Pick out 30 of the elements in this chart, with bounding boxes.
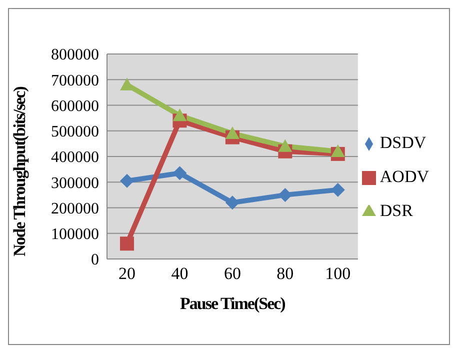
- y-tick-label: 800000: [51, 46, 99, 64]
- point: [330, 144, 345, 157]
- y-tick-label: 300000: [51, 174, 99, 192]
- y-tick-label: 500000: [51, 124, 99, 141]
- y-axis-title: Node Throughput(bits/sec): [10, 86, 30, 256]
- point: [172, 166, 187, 180]
- x-tick-label: 20: [118, 264, 136, 284]
- y-tick-label: 600000: [51, 98, 99, 115]
- legend-label: DSDV: [380, 132, 426, 152]
- point: [278, 139, 292, 152]
- point: [225, 126, 240, 140]
- legend-label: DSR: [380, 200, 413, 220]
- point: [120, 174, 134, 188]
- point: [225, 196, 240, 210]
- y-tick-label: 700000: [51, 72, 99, 90]
- x-tick-label: 60: [224, 264, 241, 284]
- x-tick-label: 80: [276, 264, 294, 284]
- legend-label: AODV: [380, 166, 429, 186]
- point: [278, 188, 292, 202]
- y-tick-label: 100000: [51, 226, 99, 244]
- x-tick-label: 100: [325, 264, 351, 284]
- point: [330, 182, 345, 197]
- point: [120, 78, 134, 90]
- y-tick-label: 400000: [51, 149, 99, 166]
- point: [172, 108, 187, 122]
- x-axis-title: Pause Time(Sec): [180, 294, 286, 313]
- x-tick-label: 40: [171, 264, 188, 284]
- y-tick-label: 200000: [51, 200, 99, 218]
- y-tick-label: 0: [91, 252, 99, 269]
- point: [120, 236, 134, 251]
